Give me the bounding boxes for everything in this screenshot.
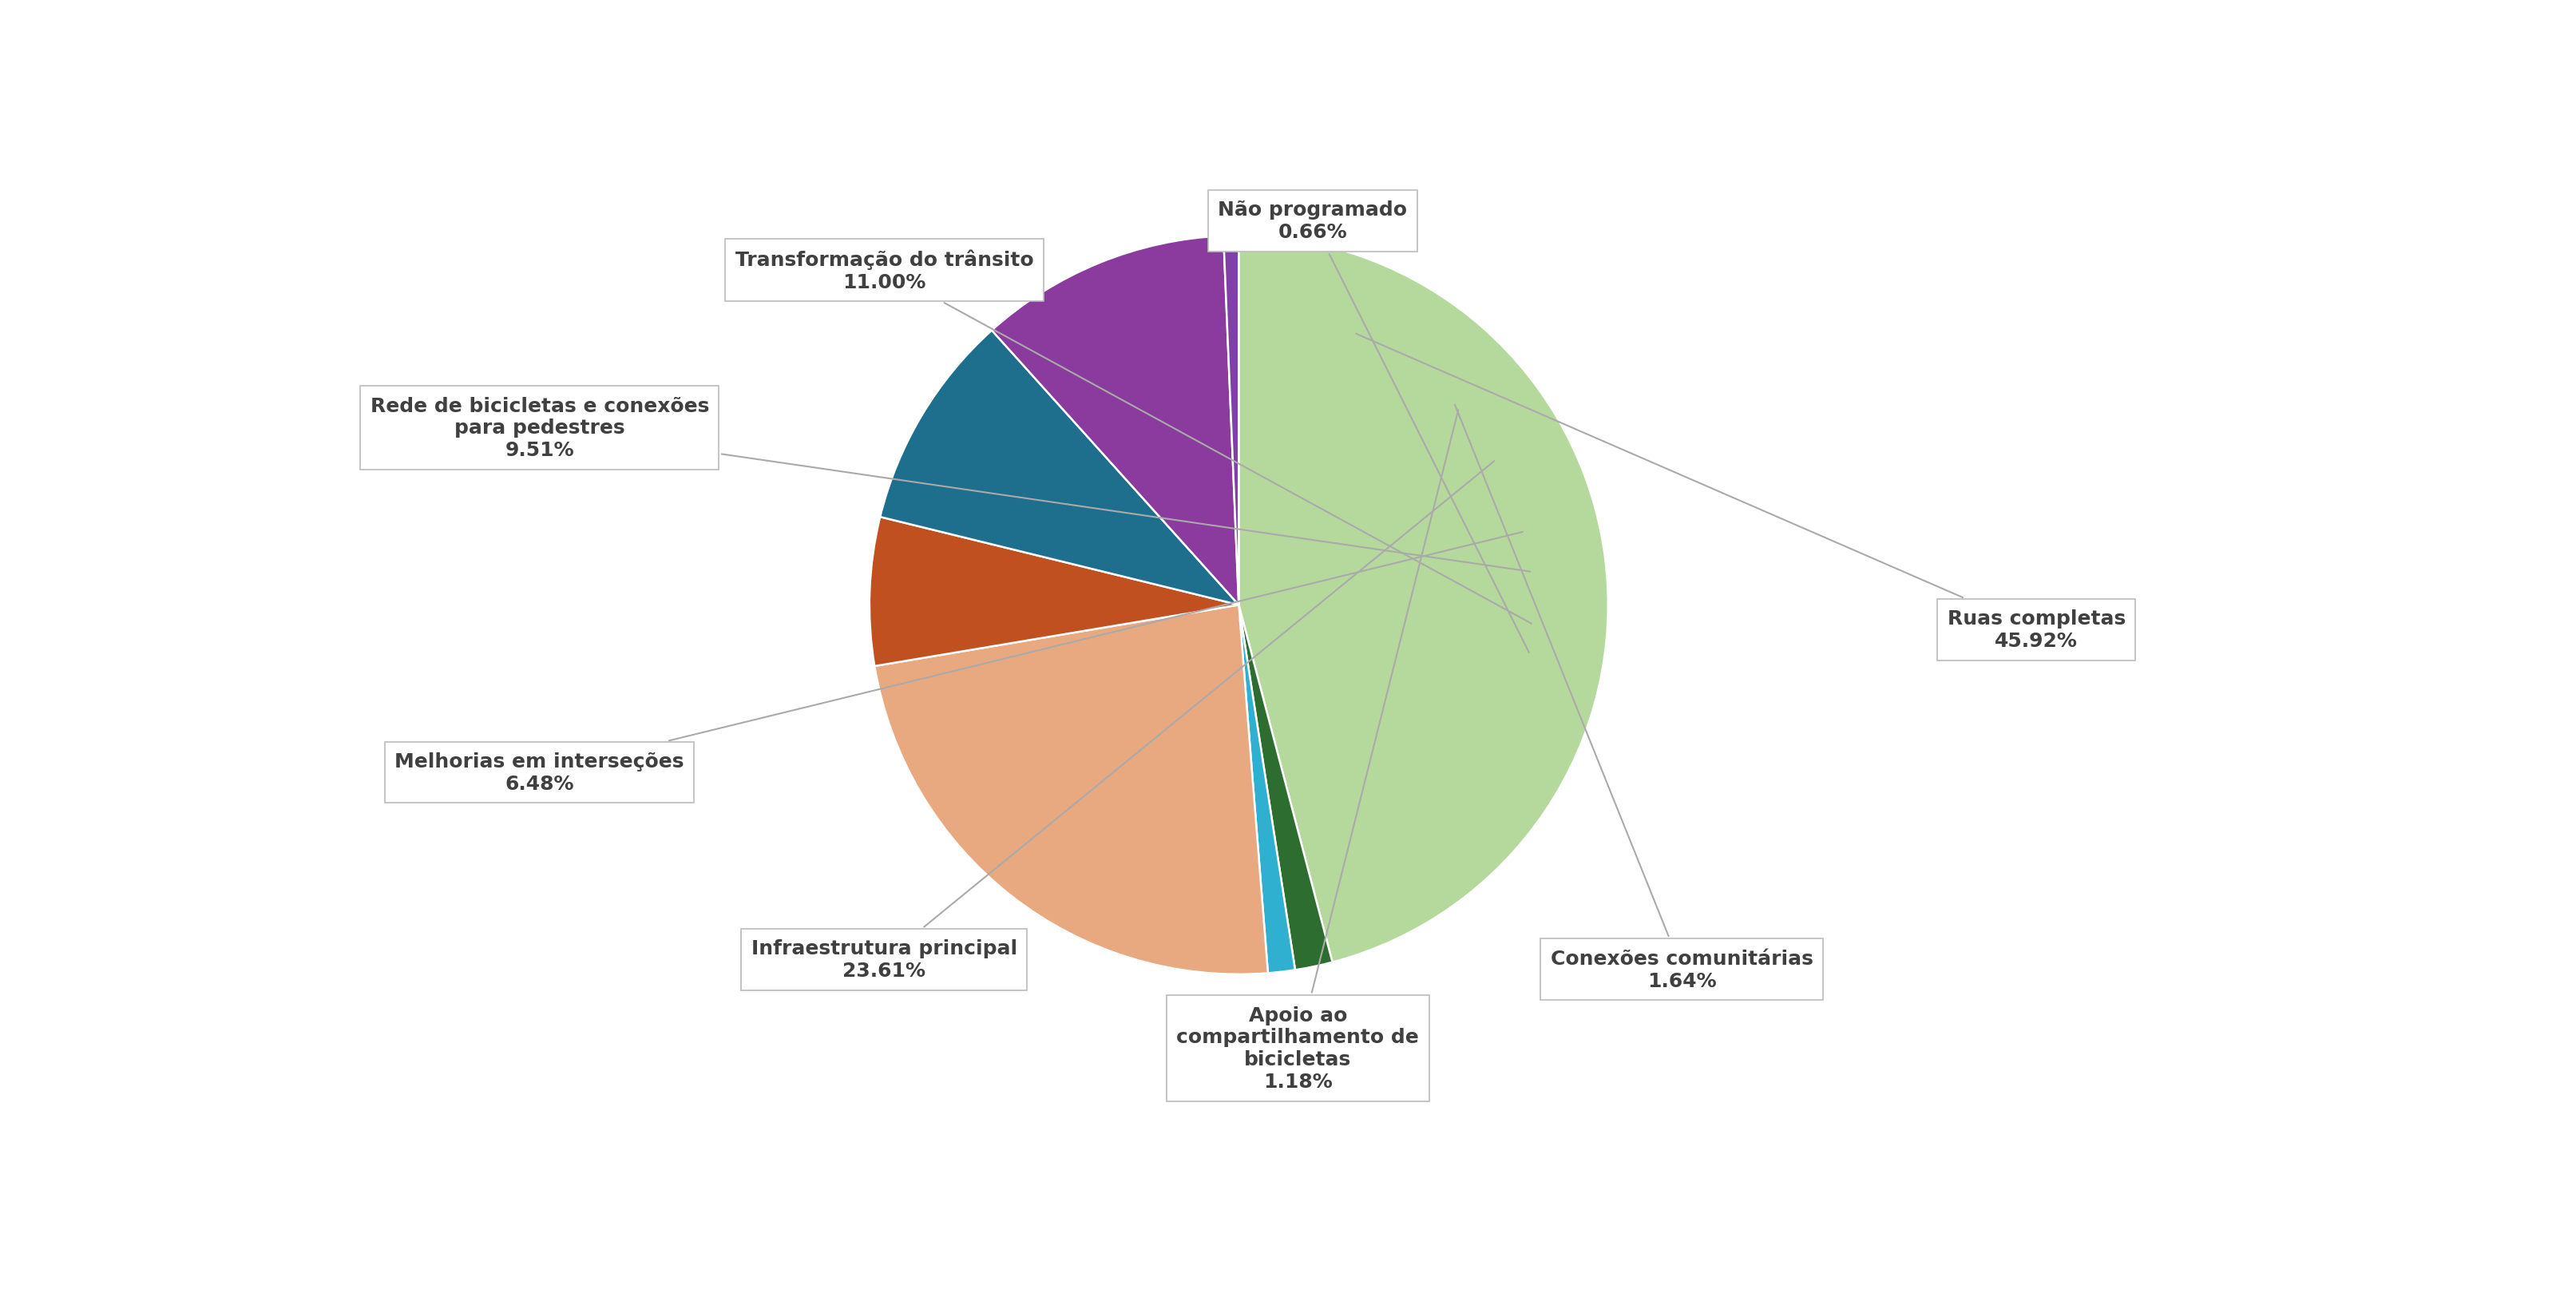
Text: Infraestrutura principal
23.61%: Infraestrutura principal 23.61%: [752, 462, 1494, 980]
Text: Apoio ao
compartilhamento de
bicicletas
1.18%: Apoio ao compartilhamento de bicicletas …: [1177, 411, 1458, 1092]
Wedge shape: [1239, 605, 1332, 970]
Text: Conexões comunitárias
1.64%: Conexões comunitárias 1.64%: [1455, 404, 1814, 990]
Wedge shape: [871, 517, 1239, 666]
Wedge shape: [876, 605, 1267, 974]
Text: Ruas completas
45.92%: Ruas completas 45.92%: [1355, 334, 2125, 651]
Text: Rede de bicicletas e conexões
para pedestres
9.51%: Rede de bicicletas e conexões para pedes…: [371, 397, 1530, 572]
Text: Não programado
0.66%: Não programado 0.66%: [1218, 200, 1530, 653]
Wedge shape: [1239, 605, 1296, 974]
Text: Melhorias em interseções
6.48%: Melhorias em interseções 6.48%: [394, 533, 1522, 793]
Wedge shape: [992, 237, 1239, 605]
Wedge shape: [881, 331, 1239, 605]
Text: Transformação do trânsito
11.00%: Transformação do trânsito 11.00%: [734, 249, 1533, 624]
Wedge shape: [1239, 236, 1607, 962]
Wedge shape: [1224, 236, 1239, 605]
